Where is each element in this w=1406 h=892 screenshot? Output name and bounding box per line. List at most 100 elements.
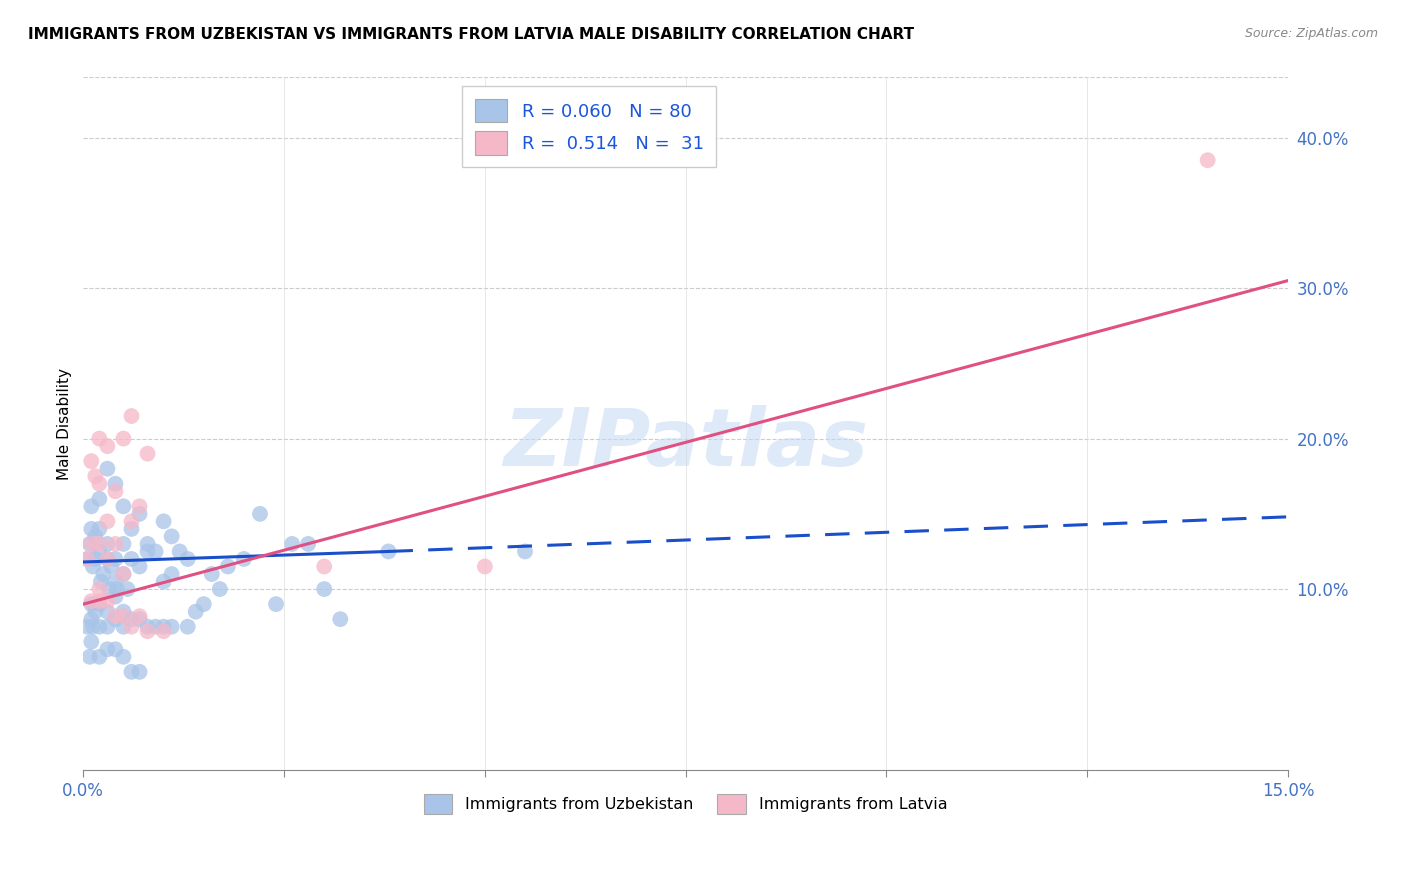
Point [82, 620, 104, 634]
Point [329, 612, 352, 626]
Point [89, 476, 111, 491]
Point [297, 537, 319, 551]
Point [128, 665, 150, 679]
Point [96, 514, 118, 528]
Point [84, 529, 107, 543]
Point [314, 559, 336, 574]
Point [105, 582, 128, 596]
Point [184, 605, 207, 619]
Point [79, 537, 101, 551]
Point [160, 529, 183, 543]
Point [112, 649, 135, 664]
Point [121, 514, 143, 528]
Point [96, 605, 118, 619]
Point [104, 537, 127, 551]
Point [264, 597, 287, 611]
Point [104, 552, 127, 566]
Point [76, 552, 98, 566]
Point [80, 522, 103, 536]
Point [96, 537, 118, 551]
Point [152, 574, 174, 589]
Point [104, 590, 127, 604]
Point [96, 461, 118, 475]
Point [121, 552, 143, 566]
Point [80, 594, 103, 608]
Point [89, 491, 111, 506]
Point [152, 624, 174, 639]
Point [76, 552, 98, 566]
Point [176, 552, 198, 566]
Point [79, 649, 101, 664]
Point [96, 642, 118, 657]
Point [80, 634, 103, 648]
Point [281, 537, 304, 551]
Point [169, 544, 191, 558]
Point [121, 409, 143, 423]
Point [232, 552, 254, 566]
Y-axis label: Male Disability: Male Disability [58, 368, 72, 480]
Point [121, 612, 143, 626]
Point [89, 649, 111, 664]
Point [474, 559, 496, 574]
Point [104, 609, 127, 624]
Point [1197, 153, 1219, 168]
Point [136, 624, 159, 639]
Point [100, 559, 122, 574]
Point [377, 544, 399, 558]
Point [104, 574, 127, 589]
Point [136, 620, 159, 634]
Point [201, 567, 224, 582]
Point [145, 620, 167, 634]
Point [160, 567, 183, 582]
Point [121, 665, 143, 679]
Point [89, 544, 111, 558]
Point [121, 620, 143, 634]
Point [89, 522, 111, 536]
Point [152, 514, 174, 528]
Point [89, 620, 111, 634]
Point [96, 439, 118, 453]
Point [93, 567, 115, 582]
Text: Source: ZipAtlas.com: Source: ZipAtlas.com [1244, 27, 1378, 40]
Point [117, 582, 139, 596]
Point [152, 620, 174, 634]
Point [112, 537, 135, 551]
Point [89, 597, 111, 611]
Point [80, 612, 103, 626]
Legend: Immigrants from Uzbekistan, Immigrants from Latvia: Immigrants from Uzbekistan, Immigrants f… [413, 784, 957, 824]
Point [112, 567, 135, 582]
Point [76, 620, 98, 634]
Point [80, 597, 103, 611]
Point [128, 612, 150, 626]
Point [104, 642, 127, 657]
Point [249, 507, 271, 521]
Point [96, 594, 118, 608]
Point [160, 620, 183, 634]
Point [112, 432, 135, 446]
Point [145, 544, 167, 558]
Point [121, 522, 143, 536]
Point [104, 612, 127, 626]
Point [128, 507, 150, 521]
Point [314, 582, 336, 596]
Point [84, 469, 107, 483]
Point [128, 609, 150, 624]
Point [96, 620, 118, 634]
Point [82, 559, 104, 574]
Point [89, 432, 111, 446]
Point [96, 552, 118, 566]
Point [128, 559, 150, 574]
Point [128, 500, 150, 514]
Point [513, 544, 536, 558]
Point [84, 605, 107, 619]
Text: ZIPatlas: ZIPatlas [503, 405, 868, 483]
Point [80, 500, 103, 514]
Point [104, 476, 127, 491]
Point [80, 454, 103, 468]
Point [98, 582, 121, 596]
Text: IMMIGRANTS FROM UZBEKISTAN VS IMMIGRANTS FROM LATVIA MALE DISABILITY CORRELATION: IMMIGRANTS FROM UZBEKISTAN VS IMMIGRANTS… [28, 27, 914, 42]
Point [90, 574, 112, 589]
Point [89, 594, 111, 608]
Point [112, 605, 135, 619]
Point [89, 582, 111, 596]
